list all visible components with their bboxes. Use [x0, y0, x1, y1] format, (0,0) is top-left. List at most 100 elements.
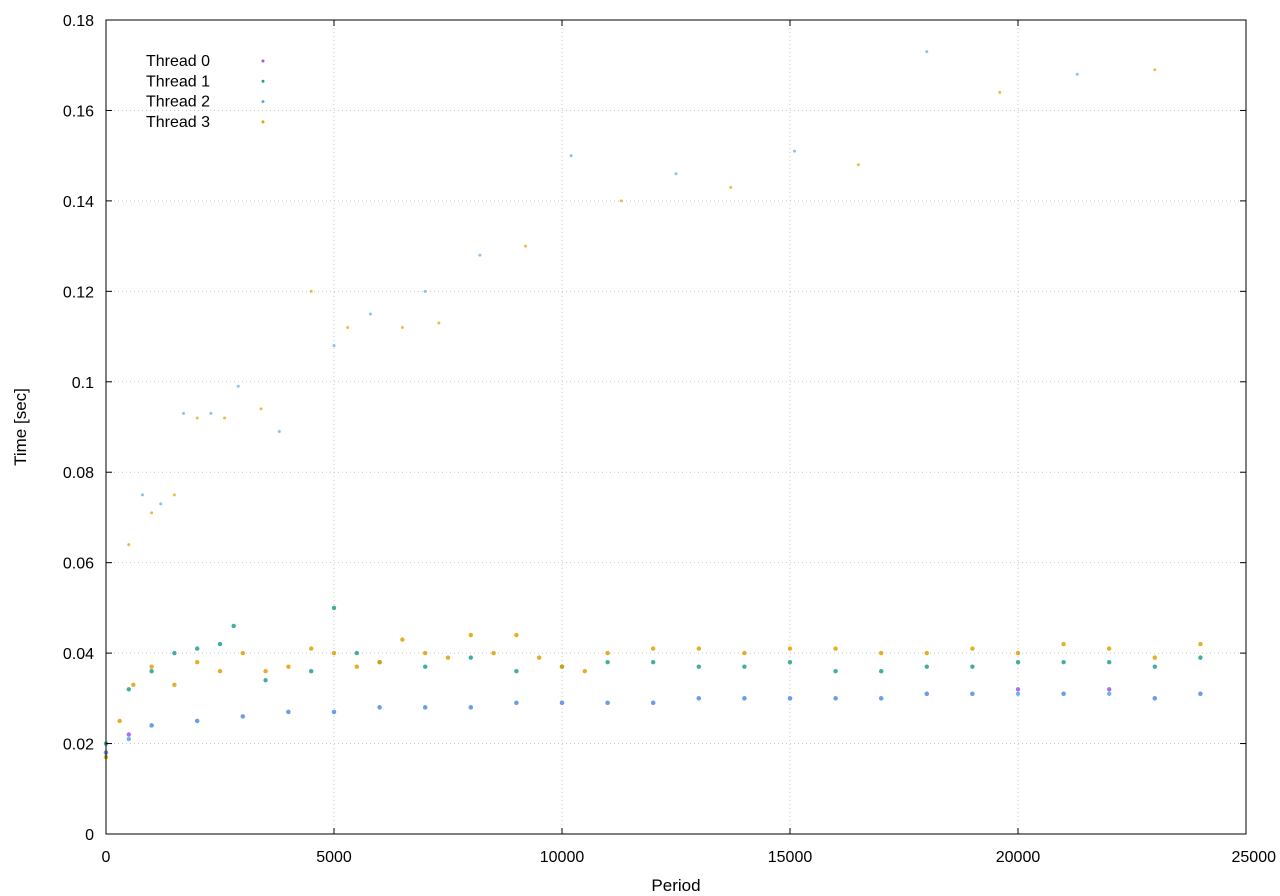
legend-marker [261, 79, 265, 83]
thread-2-point [1015, 691, 1021, 697]
thread-3-point [1061, 641, 1066, 647]
thread-3-point [1015, 650, 1021, 656]
thread-2-point [423, 705, 428, 710]
thread-1-point [354, 650, 359, 656]
outlier-point [437, 321, 441, 325]
thread-3-point [354, 664, 359, 669]
x-tick-label: 20000 [996, 849, 1041, 866]
thread-1-point [263, 678, 268, 683]
y-tick-label: 0.16 [63, 103, 94, 120]
thread-2-point [240, 714, 245, 719]
thread-3-point [172, 682, 177, 687]
thread-1-point [1107, 659, 1112, 665]
outlier-point [524, 244, 528, 248]
thread-1-point [217, 641, 223, 647]
thread-3-point [117, 718, 122, 724]
outlier-point [569, 154, 573, 158]
thread-2-point [377, 705, 382, 710]
outlier-point [277, 430, 281, 434]
y-tick-label: 0 [85, 827, 94, 844]
thread-3-point [331, 650, 337, 656]
thread-3-point [1107, 646, 1112, 651]
outlier-point [346, 326, 350, 330]
outlier-point [856, 163, 860, 167]
thread-1-point [651, 659, 656, 665]
thread-3-point [514, 632, 519, 638]
thread-1-point [514, 669, 519, 674]
thread-1-point [833, 669, 838, 674]
thread-1-point [172, 650, 177, 656]
thread-3-point [263, 669, 268, 674]
outlier-point [400, 326, 404, 330]
outlier-point [259, 407, 263, 411]
outlier-point [140, 493, 144, 497]
thread-0-point [1107, 687, 1112, 692]
thread-1-point [423, 664, 428, 669]
thread-3-point [605, 650, 610, 656]
thread-3-point [1198, 641, 1203, 647]
outlier-point [182, 411, 186, 415]
thread-3-point [445, 655, 451, 660]
outlier-point [1153, 68, 1157, 72]
outlier-point [236, 384, 240, 388]
legend: Thread 0 Thread 1 Thread 2 Thread 3 [146, 53, 265, 131]
x-tick-label: 5000 [316, 849, 352, 866]
y-tick-label: 0.12 [63, 284, 94, 301]
thread-2-point [559, 700, 565, 706]
legend-label: Thread 2 [146, 94, 210, 111]
legend-marker [261, 120, 265, 124]
thread-3-point [149, 664, 154, 669]
outlier-point [674, 172, 678, 176]
thread-3-point [400, 637, 405, 642]
thread-1-point [879, 669, 884, 674]
thread-0-point [126, 732, 131, 737]
outlier-point [619, 199, 623, 203]
thread-3-point [696, 646, 701, 651]
y-tick-label: 0.1 [72, 375, 94, 392]
thread-2-point [970, 691, 975, 697]
thread-3-point [833, 646, 838, 651]
thread-3-point [787, 646, 793, 651]
thread-2-point [514, 700, 519, 706]
outlier-point [332, 344, 336, 348]
thread-1-point [309, 669, 314, 674]
thread-1-point [696, 664, 701, 669]
outlier-point [150, 511, 154, 515]
axis-ticks: 0 0.02 0.04 0.06 0.08 0.1 0.12 0.14 0.16 0.18 0 500… [63, 13, 1276, 866]
outlier-point [209, 411, 213, 415]
legend-marker [261, 59, 265, 63]
legend-label: Thread 0 [146, 53, 210, 70]
outlier-point [195, 416, 199, 420]
thread-1-point [231, 623, 236, 629]
y-tick-label: 0.08 [63, 465, 94, 482]
thread-2-point [787, 696, 793, 701]
thread-1-point [126, 687, 131, 692]
outlier-point [127, 543, 131, 547]
thread-2-point [195, 718, 200, 724]
thread-1-point [924, 664, 929, 669]
x-axis-label: Period [651, 876, 700, 895]
y-tick-label: 0.06 [63, 556, 94, 573]
thread-2-point [149, 723, 154, 728]
outlier-point [159, 502, 163, 506]
thread-1-point [468, 655, 473, 660]
thread-3-point [582, 669, 587, 674]
thread-3-point [924, 650, 929, 656]
thread-2-point [468, 705, 473, 710]
thread-3-point [377, 659, 382, 665]
thread-2-point [651, 700, 656, 706]
thread-3-point [309, 646, 314, 651]
outlier-point [1075, 72, 1079, 76]
thread-1-point [1152, 664, 1158, 669]
thread-2-point [286, 709, 291, 715]
outlier-point [998, 90, 1002, 94]
thread-2-point [126, 736, 131, 742]
thread-0-point [1015, 687, 1021, 692]
legend-label: Thread 1 [146, 73, 210, 90]
data-points [103, 50, 1203, 760]
y-tick-label: 0.18 [63, 13, 94, 30]
thread-2-point [879, 696, 884, 701]
outlier-point [309, 289, 313, 293]
outlier-point [172, 493, 176, 497]
